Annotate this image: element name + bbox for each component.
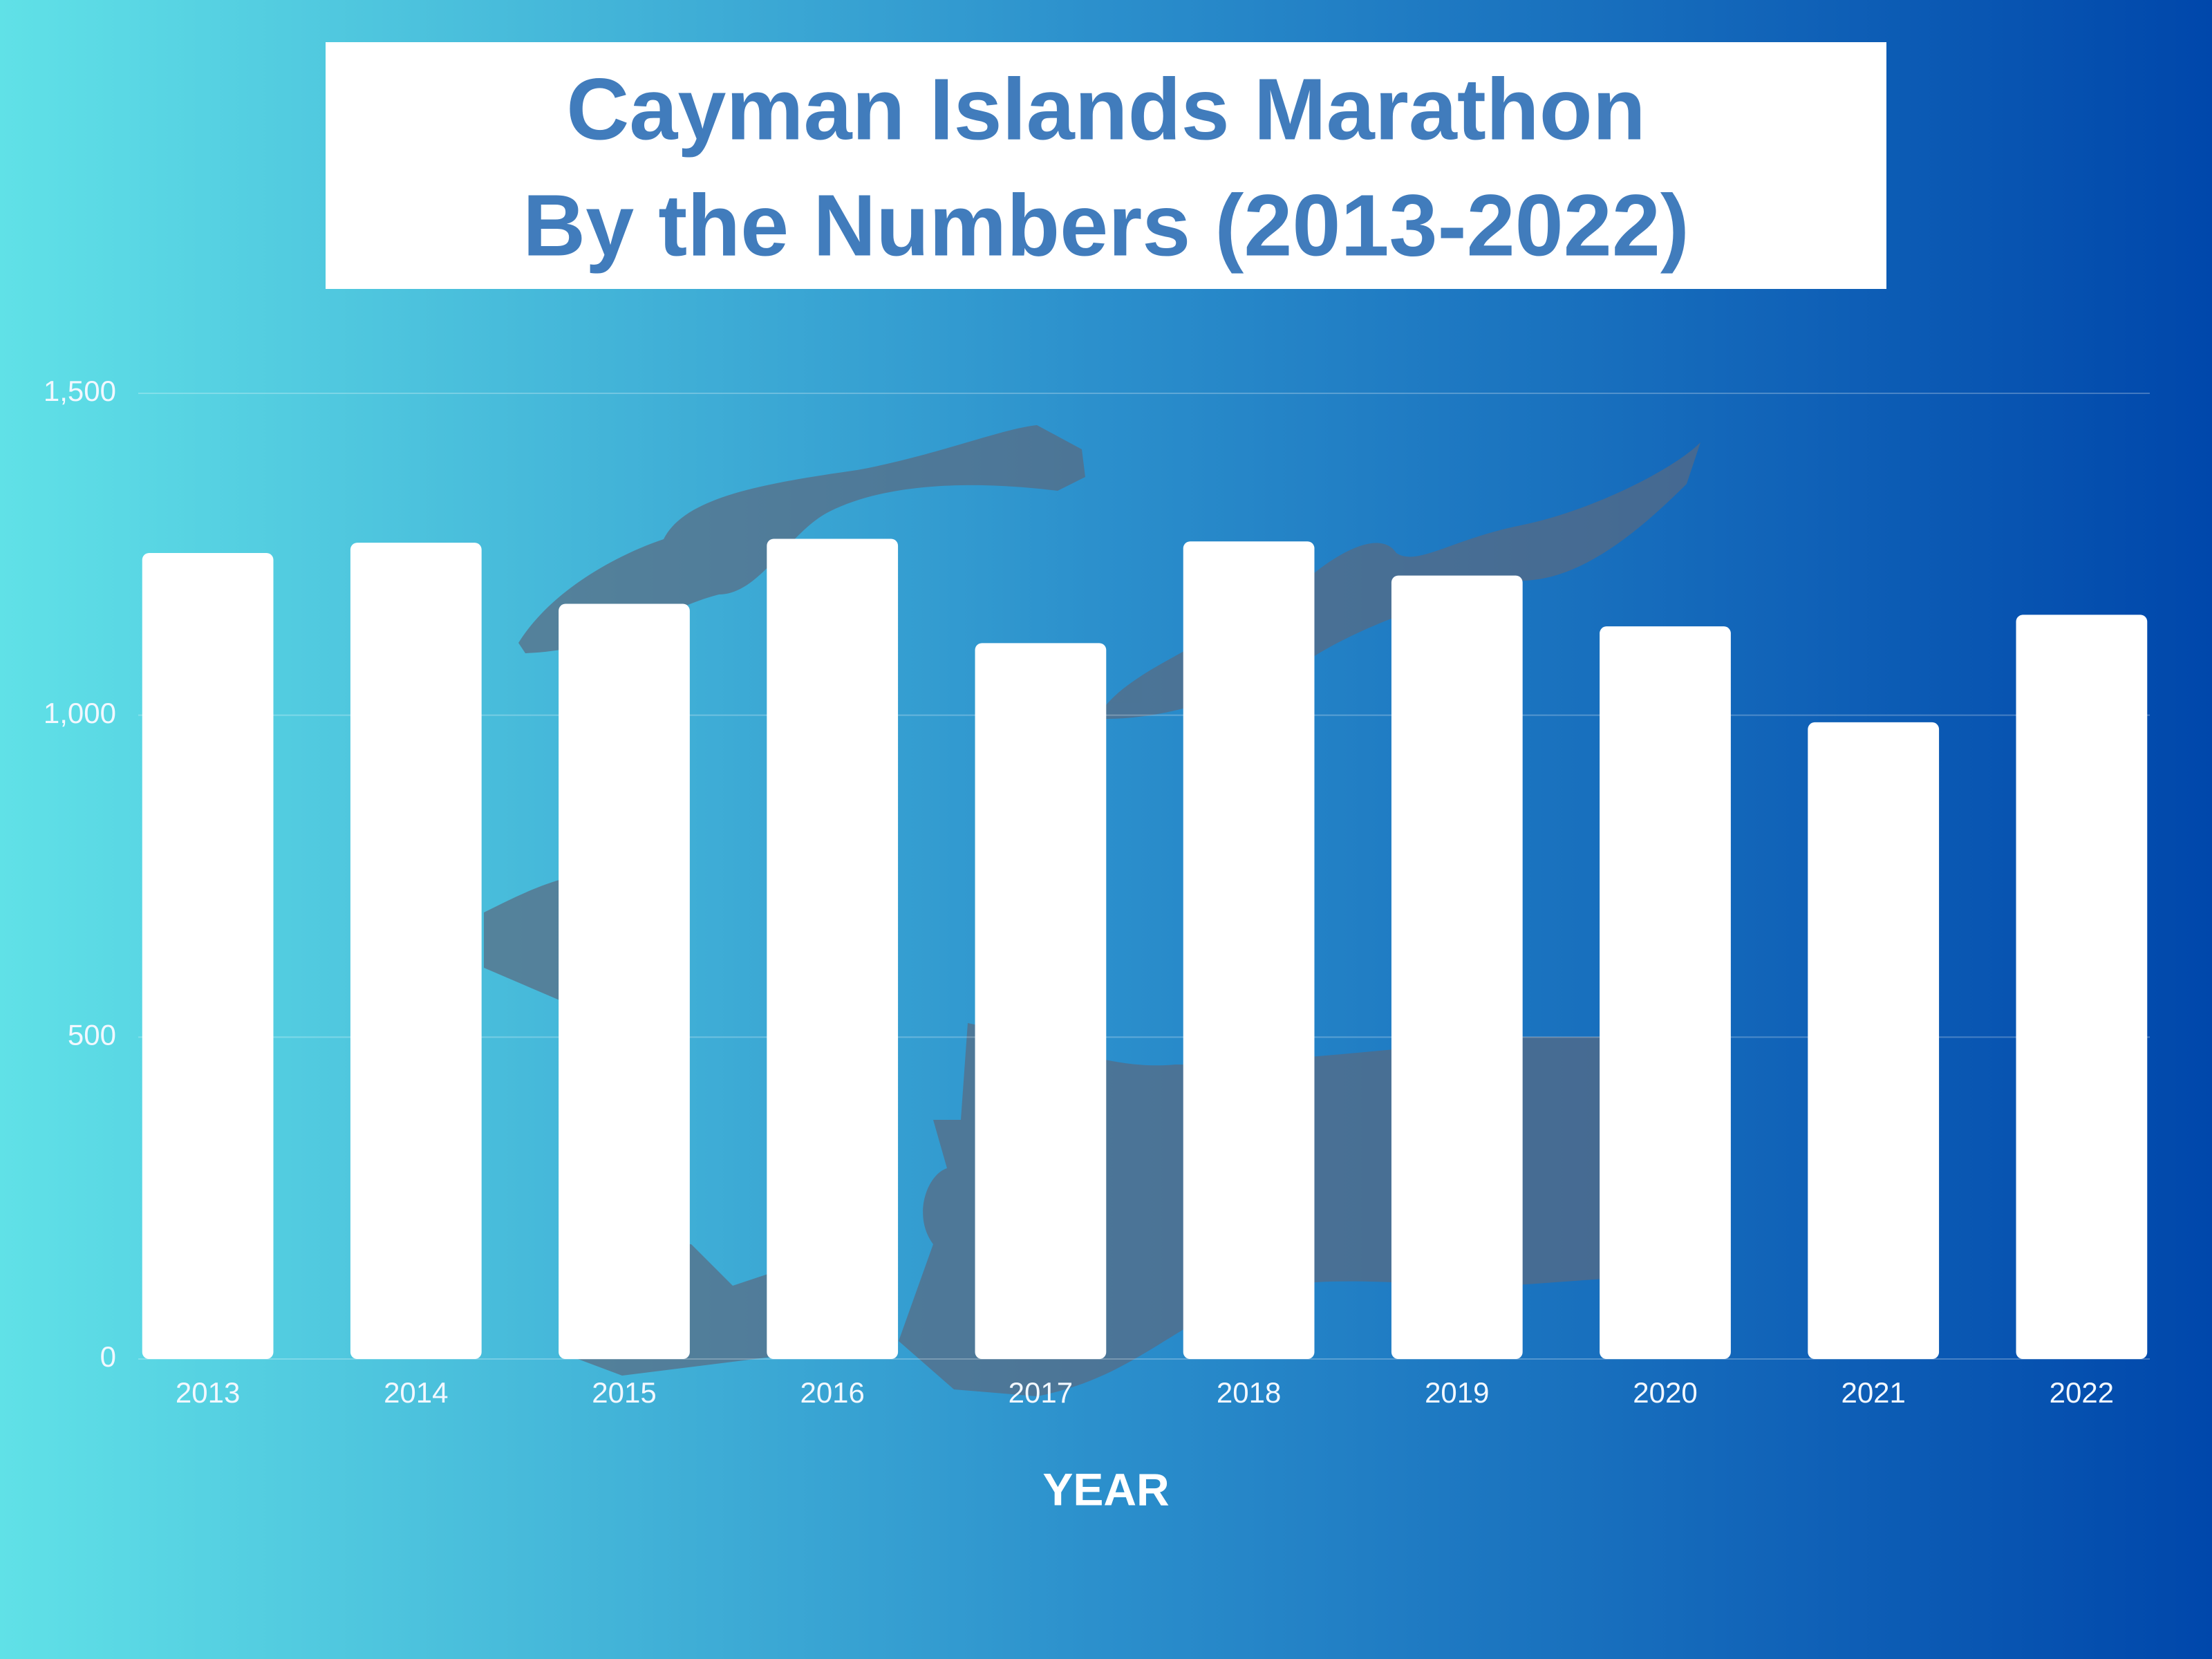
bar — [1600, 626, 1731, 1360]
bar — [975, 643, 1107, 1359]
y-tick-label: 1,500 — [44, 375, 116, 407]
y-tick-label: 0 — [100, 1340, 116, 1373]
x-tick-label: 2014 — [384, 1376, 448, 1409]
x-tick-label: 2013 — [176, 1376, 240, 1409]
bar — [1391, 575, 1523, 1359]
y-tick-label: 500 — [68, 1018, 116, 1051]
title-box — [326, 42, 1886, 289]
x-tick-label: 2015 — [592, 1376, 656, 1409]
x-axis-label: YEAR — [1042, 1463, 1169, 1515]
chart-title: Cayman Islands Marathon — [566, 60, 1645, 158]
y-tick-label: 1,000 — [44, 697, 116, 729]
bar — [350, 543, 482, 1359]
x-tick-label: 2018 — [1217, 1376, 1281, 1409]
bar — [559, 603, 690, 1359]
chart-title: By the Numbers (2013-2022) — [523, 176, 1689, 274]
bar — [1183, 541, 1315, 1359]
x-tick-label: 2022 — [2050, 1376, 2114, 1409]
x-tick-label: 2017 — [1009, 1376, 1073, 1409]
x-tick-label: 2020 — [1633, 1376, 1697, 1409]
x-tick-label: 2019 — [1425, 1376, 1489, 1409]
x-tick-label: 2016 — [800, 1376, 864, 1409]
bar — [1808, 722, 1940, 1359]
x-tick-label: 2021 — [1841, 1376, 1905, 1409]
bar — [767, 538, 899, 1359]
bar — [142, 552, 274, 1359]
bar — [2016, 615, 2148, 1359]
